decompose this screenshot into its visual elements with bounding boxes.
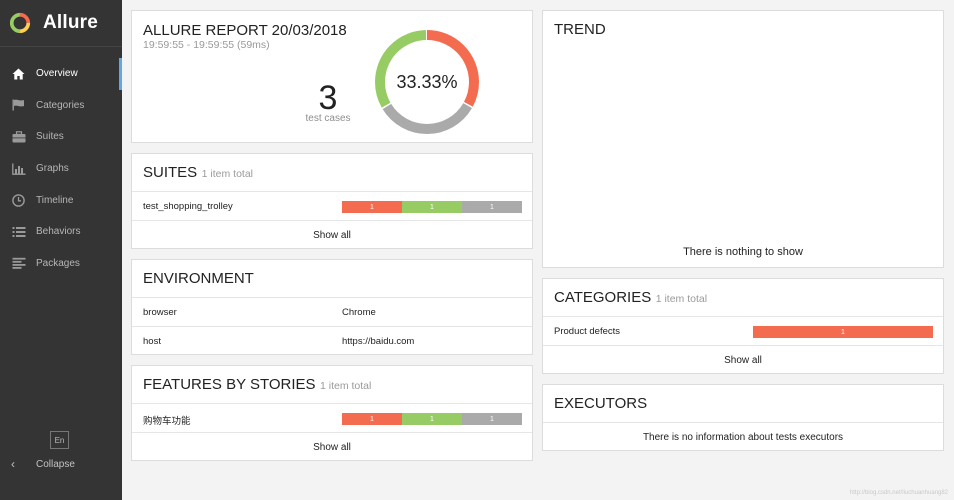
sidebar-item-categories[interactable]: Categories <box>0 90 122 122</box>
align-left-icon <box>11 257 26 270</box>
sidebar-item-label: Suites <box>36 131 64 143</box>
environment-header: ENVIRONMENT <box>143 270 254 288</box>
summary-widget: ALLURE REPORT 20/03/2018 19:59:55 - 19:5… <box>131 10 533 143</box>
environment-key: browser <box>143 307 177 318</box>
environment-value: Chrome <box>342 307 376 318</box>
flag-icon <box>11 99 26 111</box>
passed-segment: 1 <box>402 201 462 213</box>
success-rate-percent: 33.33% <box>396 72 458 92</box>
failed-segment: 1 <box>342 413 402 425</box>
executors-header: EXECUTORS <box>554 395 647 413</box>
environment-value: https://baidu.com <box>342 336 415 347</box>
category-row[interactable]: Product defects 1 <box>543 316 943 345</box>
allure-logo-icon <box>9 12 31 34</box>
trend-title: TREND <box>554 21 606 38</box>
feature-status-bar[interactable]: 1 1 1 <box>342 413 522 425</box>
clock-icon <box>11 193 26 207</box>
list-icon <box>11 226 26 238</box>
broken-segment: 1 <box>462 201 522 213</box>
categories-header: CATEGORIES 1 item total <box>554 289 707 307</box>
executors-empty-message: There is no information about tests exec… <box>642 432 844 443</box>
suites-title: SUITES <box>143 164 198 181</box>
suite-status-bar[interactable]: 1 1 1 <box>342 201 522 213</box>
test-count-value: 3 <box>318 79 338 117</box>
environment-row: host https://baidu.com <box>132 326 532 355</box>
suites-show-all[interactable]: Show all <box>313 230 351 241</box>
home-icon <box>11 68 26 80</box>
bar-chart-icon <box>11 163 26 175</box>
environment-title: ENVIRONMENT <box>143 270 254 287</box>
sidebar: Allure Overview Categories Suites Graphs <box>0 0 122 500</box>
executors-title: EXECUTORS <box>554 395 648 412</box>
sidebar-item-label: Categories <box>36 99 85 111</box>
trend-widget: TREND There is nothing to show <box>542 10 944 268</box>
suite-name: test_shopping_trolley <box>143 201 233 212</box>
sidebar-item-timeline[interactable]: Timeline <box>0 184 122 216</box>
sidebar-item-overview[interactable]: Overview <box>0 58 122 90</box>
categories-total: 1 item total <box>655 293 708 305</box>
environment-key: host <box>143 336 161 347</box>
suites-footer: Show all <box>132 220 532 249</box>
categories-widget: CATEGORIES 1 item total Product defects … <box>542 278 944 374</box>
test-count-label: test cases <box>305 113 351 124</box>
features-total: 1 item total <box>320 380 372 392</box>
failed-segment: 1 <box>342 201 402 213</box>
environment-row: browser Chrome <box>132 297 532 326</box>
broken-segment: 1 <box>462 413 522 425</box>
features-show-all[interactable]: Show all <box>313 442 351 453</box>
donut-segment-failed[interactable] <box>375 30 479 134</box>
briefcase-icon <box>11 131 26 143</box>
category-name: Product defects <box>554 326 621 337</box>
category-count-bar[interactable]: 1 <box>753 326 933 338</box>
sidebar-item-label: Timeline <box>36 194 74 206</box>
trend-header: TREND <box>554 21 606 39</box>
donut-segment-broken[interactable] <box>375 30 479 134</box>
passed-segment: 1 <box>402 413 462 425</box>
collapse-label: Collapse <box>36 458 75 470</box>
categories-show-all[interactable]: Show all <box>724 355 762 366</box>
sidebar-item-label: Packages <box>36 257 80 269</box>
features-title: FEATURES BY STORIES <box>143 376 316 393</box>
environment-widget: ENVIRONMENT browser Chrome host https://… <box>131 259 533 355</box>
collapse-button[interactable]: ‹ Collapse <box>11 457 75 471</box>
sidebar-item-suites[interactable]: Suites <box>0 121 122 153</box>
executors-row: There is no information about tests exec… <box>543 422 943 451</box>
suites-widget: SUITES 1 item total test_shopping_trolle… <box>131 153 533 249</box>
sidebar-nav: Overview Categories Suites Graphs Timeli… <box>0 58 122 279</box>
brand-name: Allure <box>43 12 99 33</box>
sidebar-item-graphs[interactable]: Graphs <box>0 153 122 185</box>
report-time: 19:59:55 - 19:59:55 (59ms) <box>143 39 270 51</box>
sidebar-item-label: Overview <box>36 68 78 80</box>
suites-header: SUITES 1 item total <box>143 164 253 182</box>
trend-empty-message: There is nothing to show <box>683 246 803 258</box>
categories-title: CATEGORIES <box>554 289 652 306</box>
success-rate-donut[interactable] <box>372 27 482 137</box>
sidebar-item-label: Behaviors <box>36 226 81 238</box>
sidebar-item-label: Graphs <box>36 163 69 175</box>
donut-segment-passed[interactable] <box>375 30 479 134</box>
features-footer: Show all <box>132 432 532 461</box>
language-button[interactable]: En <box>50 431 69 449</box>
brand[interactable]: Allure <box>0 0 122 47</box>
feature-name: 购物车功能 <box>143 416 191 427</box>
sidebar-item-packages[interactable]: Packages <box>0 248 122 280</box>
feature-row[interactable]: 购物车功能 1 1 1 <box>132 403 532 432</box>
sidebar-item-behaviors[interactable]: Behaviors <box>0 216 122 248</box>
report-title: ALLURE REPORT 20/03/2018 <box>143 22 347 39</box>
suites-total: 1 item total <box>201 168 253 180</box>
watermark: http://blog.csdn.net/liuchuanhuang82 <box>849 490 948 496</box>
chevron-left-icon: ‹ <box>11 457 15 471</box>
features-widget: FEATURES BY STORIES 1 item total 购物车功能 1… <box>131 365 533 461</box>
features-header: FEATURES BY STORIES 1 item total <box>143 376 371 394</box>
categories-footer: Show all <box>543 345 943 374</box>
executors-widget: EXECUTORS There is no information about … <box>542 384 944 451</box>
suite-row[interactable]: test_shopping_trolley 1 1 1 <box>132 191 532 220</box>
